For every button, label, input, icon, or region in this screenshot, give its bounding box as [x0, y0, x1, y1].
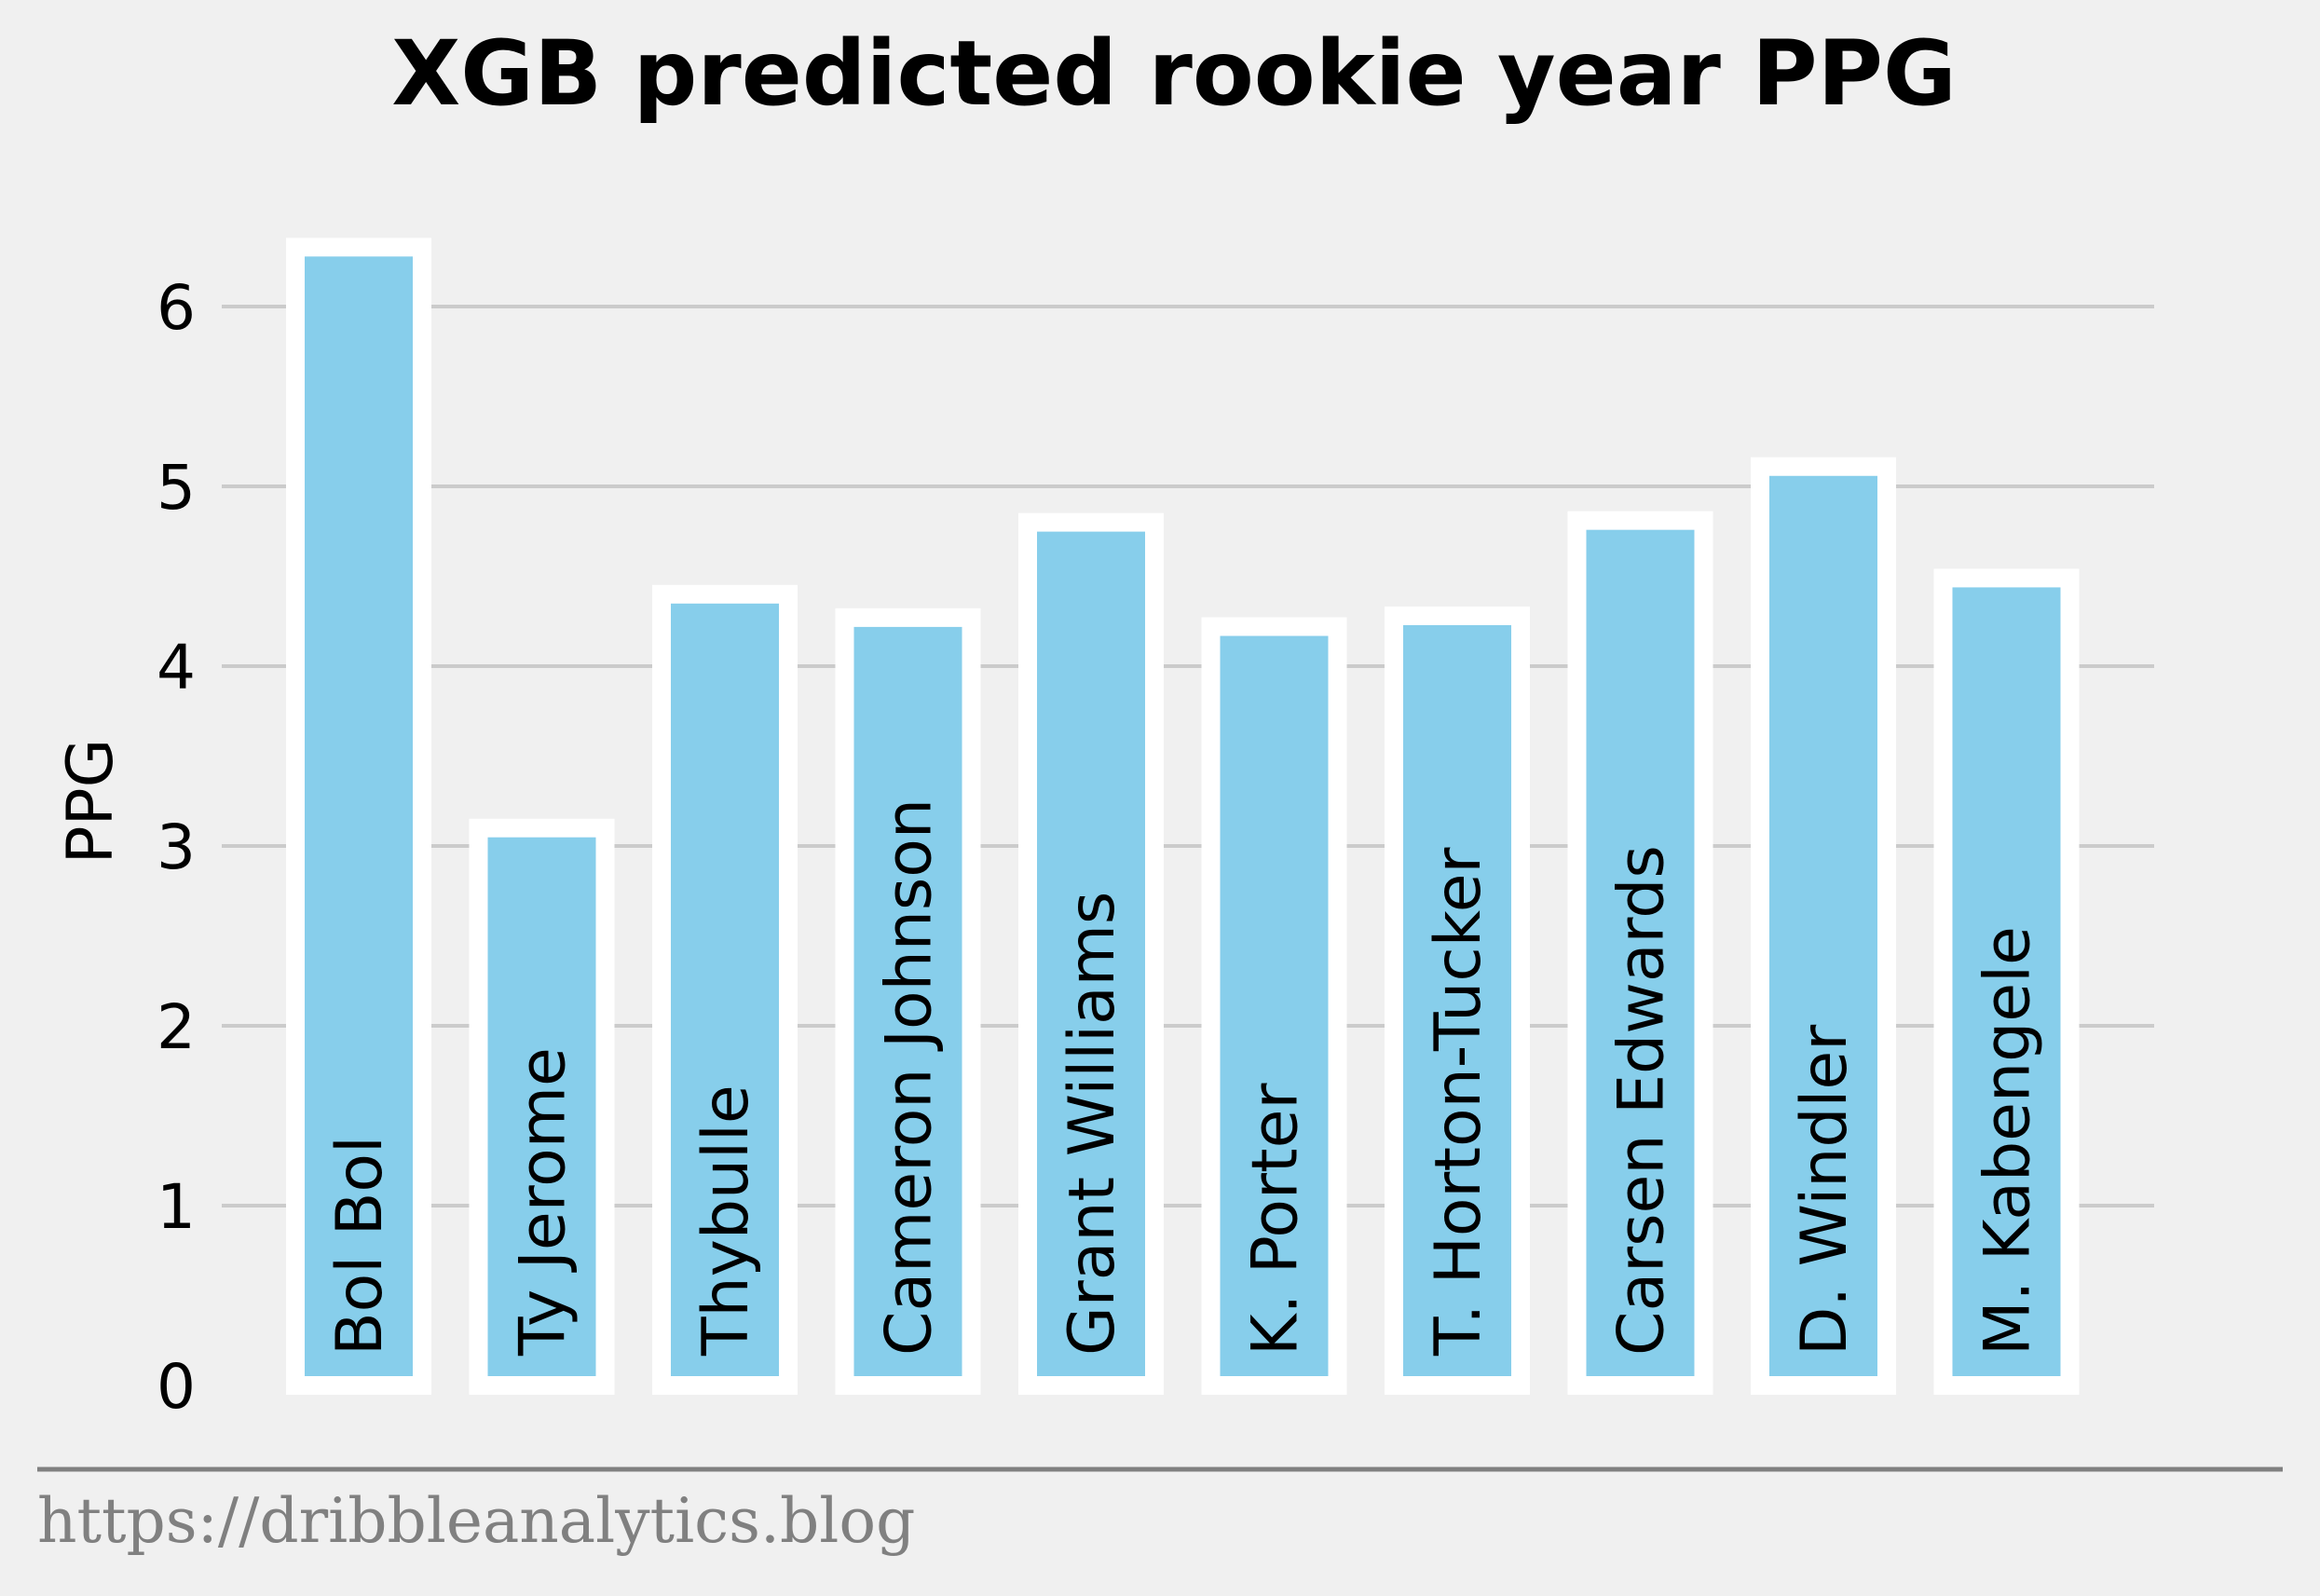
chart-title: XGB predicted rookie year PPG: [391, 21, 1957, 126]
bar: [286, 238, 431, 1395]
y-tick-label: 0: [157, 1351, 196, 1423]
bar: [1567, 511, 1713, 1395]
bar: [1018, 512, 1164, 1395]
bar-label: T. Horton-Tucker: [1422, 847, 1495, 1357]
bar: [469, 818, 615, 1395]
bar: [1385, 606, 1530, 1395]
bar-label: D. Windler: [1788, 1025, 1862, 1356]
bar-label: Grant Williams: [1056, 892, 1129, 1356]
bar-label: Bol Bol: [323, 1136, 397, 1356]
bar-label: M. Kabengele: [1972, 926, 2045, 1356]
y-tick-label: 6: [157, 272, 196, 344]
bar: [1201, 617, 1347, 1395]
bar-label: K. Porter: [1239, 1084, 1313, 1356]
y-axis-label: PPG: [54, 739, 128, 865]
y-axis-ticks: 0 1 2 3 4 5 6: [157, 272, 196, 1423]
y-tick-label: 3: [157, 812, 196, 883]
bar-label: Cameron Johnson: [873, 798, 947, 1356]
bar: [652, 584, 798, 1395]
bar-label: Ty Jerome: [507, 1047, 580, 1357]
bar: [1933, 568, 2080, 1395]
y-tick-label: 4: [157, 632, 196, 703]
bar-label: Thybulle: [689, 1084, 763, 1357]
bar: [1751, 457, 1896, 1395]
y-tick-label: 5: [157, 452, 196, 524]
y-tick-label: 1: [157, 1171, 196, 1243]
bar-label: Carsen Edwards: [1605, 845, 1679, 1356]
bar: [835, 607, 981, 1395]
footer-source: https://dribbleanalytics.blog: [37, 1485, 915, 1557]
y-tick-label: 2: [157, 991, 196, 1063]
bars: [286, 238, 2080, 1395]
bar-labels: Bol Bol Ty Jerome Thybulle Cameron Johnson G…: [323, 798, 2045, 1357]
